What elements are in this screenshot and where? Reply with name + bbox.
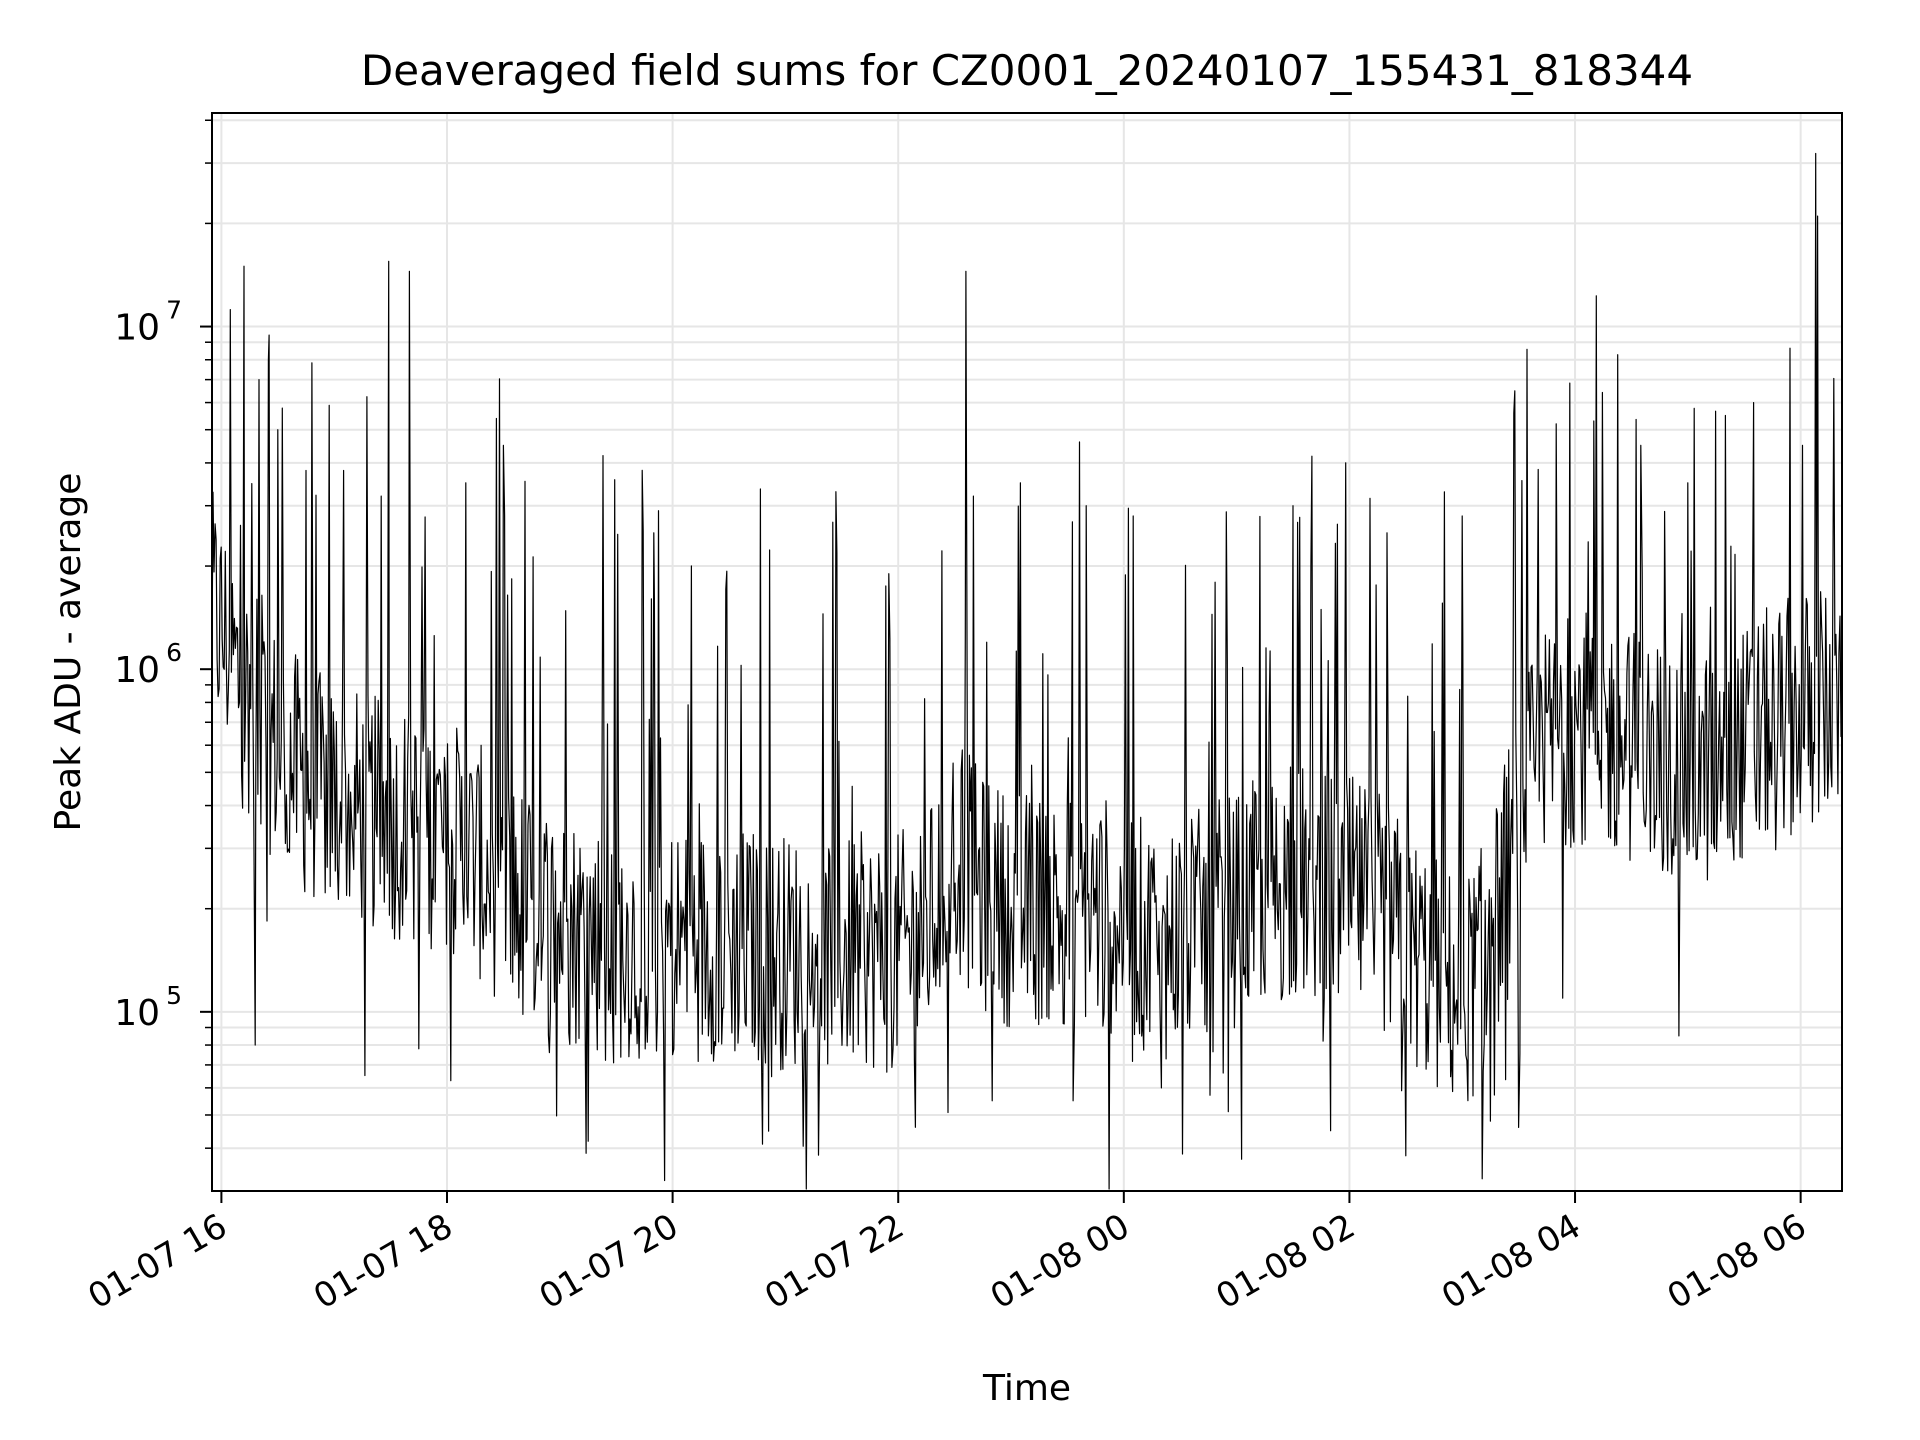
y-tick-exponent: 6 <box>166 638 182 667</box>
chart-title: Deaveraged field sums for CZ0001_2024010… <box>361 46 1693 95</box>
series-line <box>211 152 1843 1190</box>
y-axis-label: Peak ADU - average <box>48 473 89 832</box>
y-tick-exponent: 7 <box>166 296 182 325</box>
y-tick-label: 10 <box>114 650 160 691</box>
x-axis-label: Time <box>982 1368 1071 1409</box>
y-tick-label: 10 <box>114 308 160 349</box>
y-tick-exponent: 5 <box>166 981 182 1010</box>
plot-area <box>211 152 1843 1190</box>
y-tick-label: 10 <box>114 993 160 1034</box>
plot-frame <box>211 112 1843 1192</box>
